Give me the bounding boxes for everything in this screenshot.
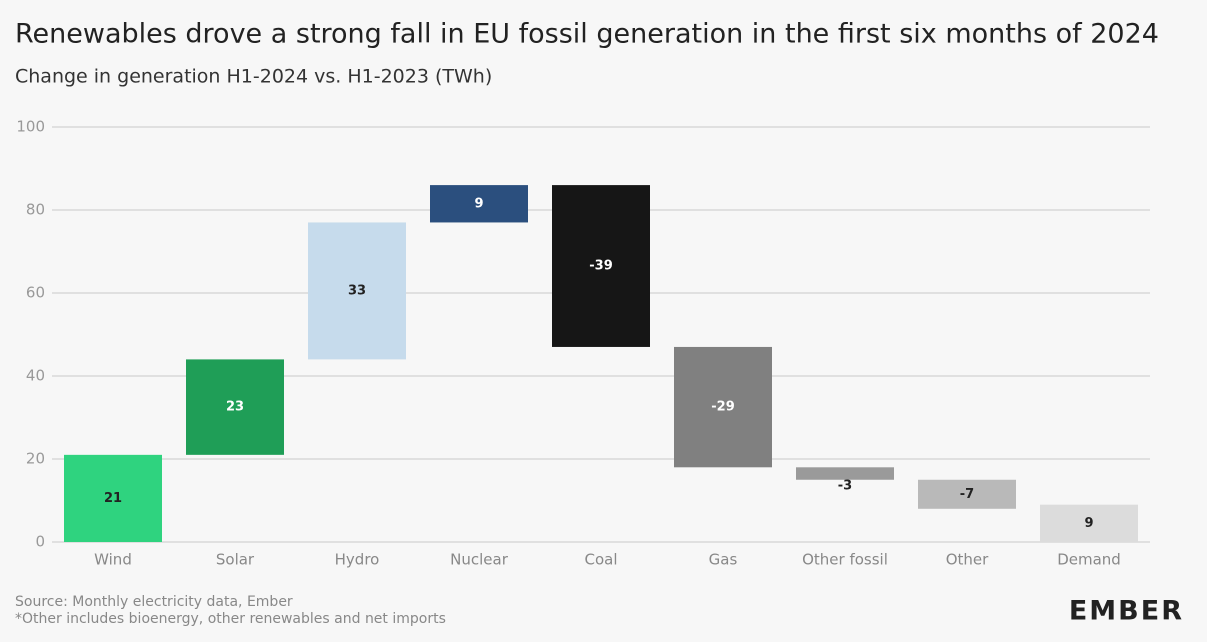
x-tick-label: Wind	[94, 551, 132, 569]
x-tick-label: Solar	[216, 551, 255, 569]
note: *Other includes bioenergy, other renewab…	[15, 611, 446, 627]
x-tick-label: Other fossil	[802, 551, 888, 569]
y-tick-label: 60	[26, 284, 45, 302]
bar	[674, 346, 772, 468]
bar	[308, 222, 406, 360]
x-tick-label: Other	[946, 551, 989, 569]
logo: EMBER	[1069, 596, 1184, 627]
x-tick-label: Demand	[1057, 551, 1121, 569]
data-label: 33	[348, 283, 366, 298]
bar	[186, 359, 284, 455]
data-label: -39	[589, 259, 613, 274]
data-label: -29	[711, 400, 735, 415]
x-tick-label: Hydro	[335, 551, 380, 569]
y-tick-label: 0	[35, 533, 45, 551]
y-tick-label: 40	[26, 367, 45, 385]
bar	[64, 454, 162, 542]
data-label: -7	[960, 487, 974, 502]
data-label: -3	[838, 478, 852, 493]
y-tick-label: 80	[26, 201, 45, 219]
bar	[552, 185, 650, 347]
source: Source: Monthly electricity data, Ember	[15, 594, 293, 610]
bar	[918, 479, 1016, 509]
x-tick-label: Coal	[584, 551, 617, 569]
data-label: 9	[474, 196, 483, 211]
chart-title: Renewables drove a strong fall in EU fos…	[15, 19, 1159, 50]
bar	[1040, 504, 1138, 542]
x-tick-label: Gas	[709, 551, 738, 569]
y-tick-label: 20	[26, 450, 45, 468]
bar	[796, 467, 894, 480]
data-label: 21	[104, 491, 122, 506]
y-tick-label: 100	[16, 118, 45, 136]
x-tick-label: Nuclear	[450, 551, 509, 569]
bar	[430, 185, 528, 223]
data-label: 23	[226, 400, 244, 415]
chart-subtitle: Change in generation H1-2024 vs. H1-2023…	[15, 66, 492, 88]
data-label: 9	[1084, 516, 1093, 531]
